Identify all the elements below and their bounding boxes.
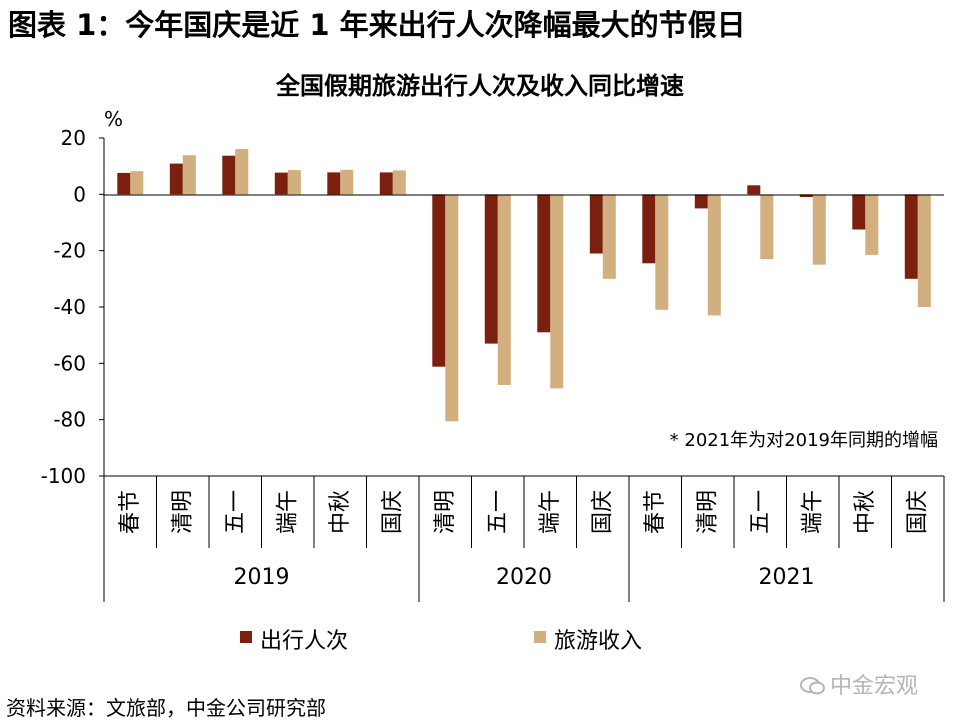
bar-trips-5 (379, 172, 393, 195)
watermark: 中金宏观 (800, 668, 918, 700)
bar-revenue-1 (182, 155, 196, 195)
bar-revenue-7 (497, 194, 511, 385)
bar-trips-7 (484, 194, 498, 344)
category-label: 清明 (695, 490, 720, 534)
watermark-text: 中金宏观 (830, 674, 919, 699)
category-label: 国庆 (590, 490, 615, 534)
category-label: 端午 (800, 490, 825, 534)
category-label: 五一 (485, 490, 510, 534)
bar-trips-9 (589, 194, 603, 254)
bar-revenue-14 (865, 194, 879, 255)
category-label: 中秋 (853, 490, 878, 534)
chart-title: 全国假期旅游出行人次及收入同比增速 (276, 72, 684, 100)
group-label: 2021 (759, 565, 815, 590)
category-label: 端午 (538, 490, 563, 534)
chart-annotation: * 2021年为对2019年同期的增幅 (670, 430, 938, 451)
bars-layer (117, 149, 931, 422)
legend-swatch-trips (240, 631, 252, 643)
legend-label-trips: 出行人次 (260, 629, 348, 654)
category-label: 清明 (433, 490, 458, 534)
category-label: 春节 (643, 490, 668, 534)
bar-revenue-15 (917, 194, 931, 307)
bar-trips-10 (642, 194, 656, 264)
category-label: 春节 (118, 490, 143, 534)
bar-revenue-0 (130, 171, 144, 195)
bar-trips-14 (852, 194, 866, 230)
bar-revenue-3 (287, 170, 301, 195)
bar-revenue-6 (445, 194, 459, 422)
wechat-icon (800, 676, 826, 696)
bar-revenue-8 (550, 194, 564, 389)
bar-revenue-13 (812, 194, 826, 265)
axes-layer (99, 137, 945, 602)
bar-trips-8 (537, 194, 551, 333)
labels-layer: 200-20-40-60-80-100春节 清明 五一 端午 中秋 国庆 清明 五一 端午 国庆春… (41, 126, 931, 590)
bar-trips-13 (799, 194, 813, 198)
bar-trips-2 (222, 155, 236, 195)
bar-revenue-11 (707, 194, 721, 316)
category-label: 五一 (223, 490, 248, 534)
source-note: 资料来源：文旅部，中金公司研究部 (6, 696, 326, 720)
y-tick-label: -100 (41, 464, 86, 488)
category-label: 五一 (748, 490, 773, 534)
legend-label-revenue: 旅游收入 (554, 629, 642, 654)
y-axis-unit: % (104, 107, 123, 131)
y-tick-label: 0 (73, 182, 86, 206)
figure-title: 图表 1：今年国庆是近 1 年来出行人次降幅最大的节假日 (8, 8, 746, 42)
bar-trips-0 (117, 172, 131, 195)
legend-swatch-revenue (534, 631, 546, 643)
bar-revenue-4 (340, 169, 354, 195)
bar-trips-1 (169, 163, 183, 195)
category-label: 端午 (275, 490, 300, 534)
group-label: 2020 (496, 565, 552, 590)
bar-trips-11 (694, 194, 708, 209)
category-label: 清明 (170, 490, 195, 534)
y-tick-label: -40 (53, 295, 86, 319)
group-label: 2019 (234, 565, 290, 590)
bar-revenue-5 (392, 170, 406, 195)
bar-revenue-9 (602, 194, 616, 279)
legend: 出行人次 旅游收入 (240, 629, 642, 654)
y-tick-label: -20 (53, 239, 86, 263)
category-label: 中秋 (328, 490, 353, 534)
bar-trips-3 (274, 172, 288, 195)
bar-revenue-10 (655, 194, 669, 310)
y-tick-label: -60 (53, 351, 86, 375)
bar-revenue-12 (760, 194, 774, 260)
bar-trips-12 (747, 185, 761, 195)
bar-revenue-2 (235, 149, 249, 195)
category-label: 国庆 (905, 490, 930, 534)
bar-trips-15 (904, 194, 918, 279)
y-tick-label: 20 (61, 126, 86, 150)
category-label: 国庆 (380, 490, 405, 534)
bar-trips-6 (432, 194, 446, 367)
y-tick-label: -80 (53, 408, 86, 432)
bar-trips-4 (327, 172, 341, 195)
